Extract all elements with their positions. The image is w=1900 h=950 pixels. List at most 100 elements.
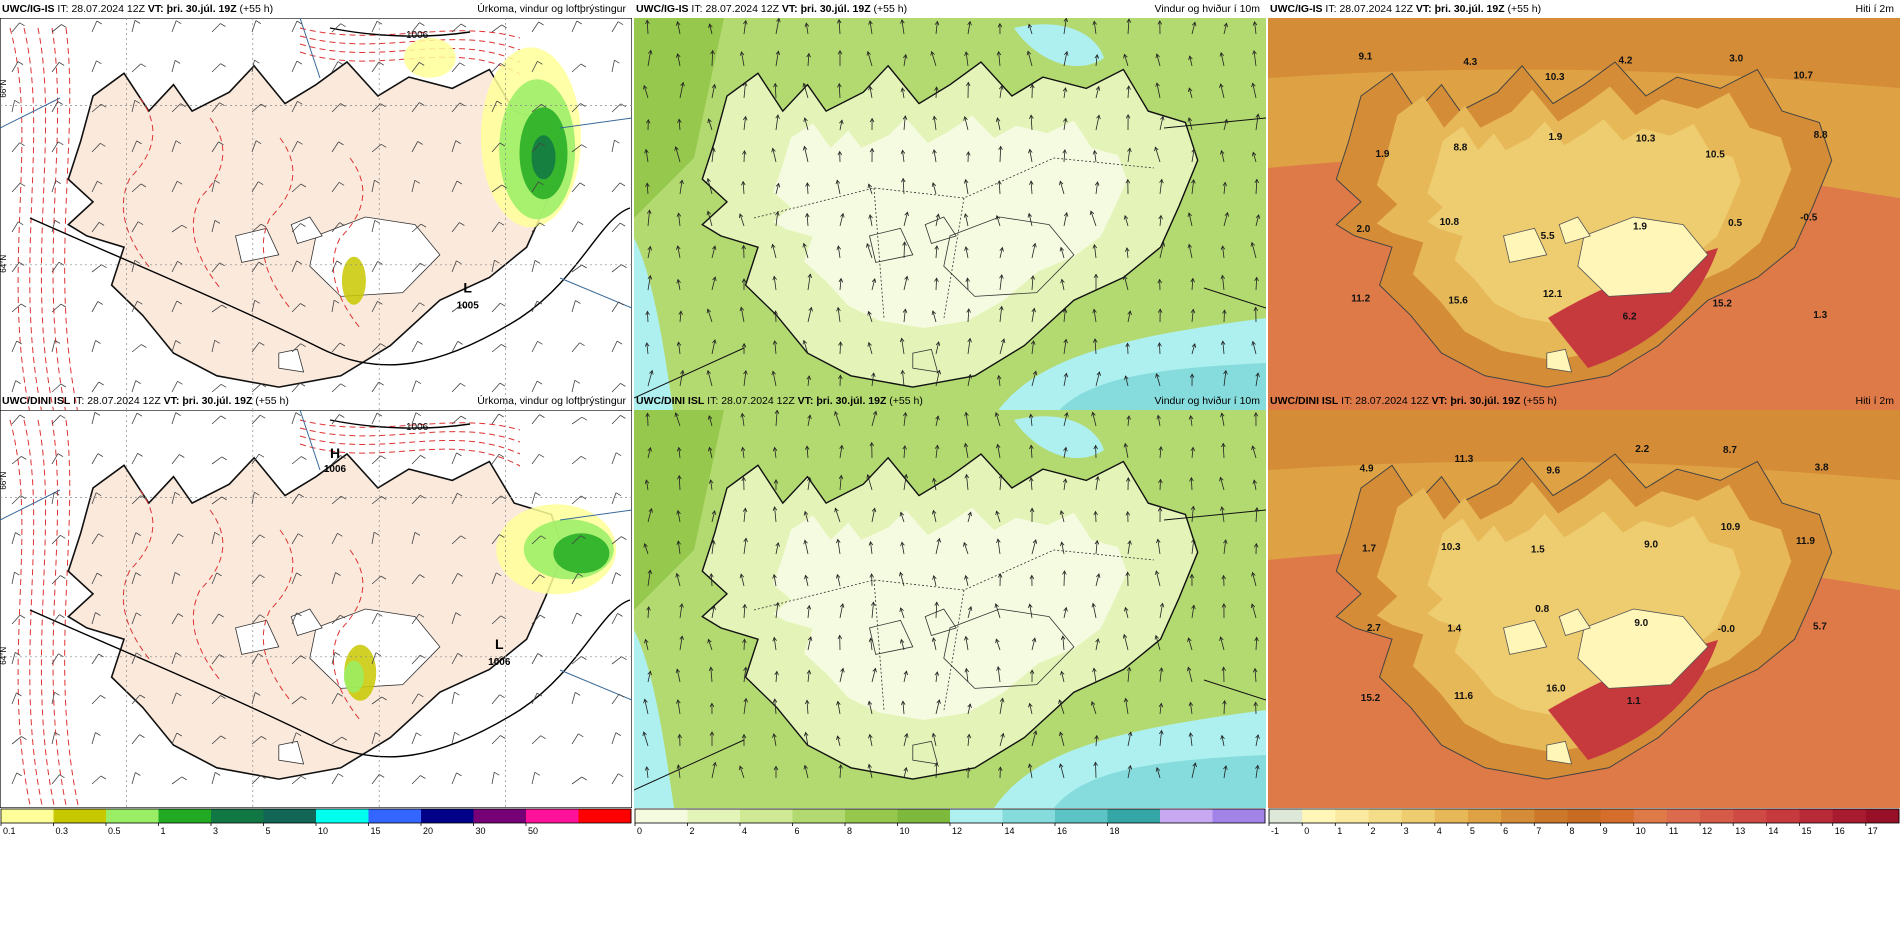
wind-arrow xyxy=(647,570,651,587)
wind-barb-flag xyxy=(220,63,226,67)
wind-arrow xyxy=(1188,637,1193,651)
wind-barb-flag xyxy=(454,731,460,736)
wind-barb-flag xyxy=(139,734,145,738)
wind-barb-flag xyxy=(58,141,64,146)
wind-barb-flag xyxy=(501,344,507,348)
wind-arrowhead xyxy=(771,147,776,153)
colorbar-segment xyxy=(1055,809,1108,823)
wind-arrowhead xyxy=(967,511,972,517)
wind-arrowhead xyxy=(804,699,810,705)
wind-arrow xyxy=(1188,87,1193,99)
wind-arrow xyxy=(739,766,745,779)
wind-arrowhead xyxy=(646,606,651,611)
wind-arrow xyxy=(965,179,969,195)
wind-barb-flag xyxy=(98,653,104,658)
wind-barb xyxy=(291,456,302,465)
wind-barb-flag xyxy=(96,60,102,65)
wind-barb xyxy=(451,23,462,33)
wind-arrowhead xyxy=(773,765,779,771)
wind-barb xyxy=(371,103,381,113)
wind-barb-flag xyxy=(300,343,306,348)
wind-arrowhead xyxy=(1060,635,1066,640)
wind-arrow xyxy=(1191,506,1194,523)
wind-barb xyxy=(531,181,539,193)
wind-barb-flag xyxy=(174,491,181,496)
wind-barb-flag xyxy=(214,339,220,344)
wind-barb-flag xyxy=(134,99,141,104)
wind-arrowhead xyxy=(838,277,844,283)
wind-barb-flag xyxy=(176,180,183,185)
wind-arrow xyxy=(1030,414,1033,427)
glacier xyxy=(278,348,305,373)
wind-arrowhead xyxy=(771,370,776,376)
wind-arrowhead xyxy=(1223,539,1228,544)
wind-barb-flag xyxy=(457,492,463,497)
wind-arrowhead xyxy=(872,410,878,416)
wind-barb xyxy=(411,141,419,153)
wind-arrowhead xyxy=(837,82,842,88)
wind-arrowhead xyxy=(646,209,652,215)
glacier xyxy=(290,608,323,636)
init-label: IT: xyxy=(707,395,719,407)
wind-barb-flag xyxy=(415,412,422,417)
wind-arrowhead xyxy=(902,53,908,59)
wind-arrowhead xyxy=(1062,478,1068,483)
wind-arrow xyxy=(1125,607,1129,619)
wind-barb xyxy=(451,612,457,625)
wind-barb xyxy=(131,532,137,545)
wind-arrow xyxy=(646,480,649,491)
wind-barb xyxy=(11,495,21,505)
wind-barb-flag xyxy=(615,452,622,457)
wind-barb-flag xyxy=(259,534,265,539)
wind-barb xyxy=(611,301,619,313)
wind-arrow xyxy=(1063,570,1065,587)
colorbar-label: 18 xyxy=(1110,826,1120,836)
wind-arrowhead xyxy=(836,245,842,251)
valid-label: VT: xyxy=(147,3,164,15)
wind-arrow xyxy=(903,474,907,491)
wind-arrowhead xyxy=(1189,573,1195,579)
wind-arrowhead xyxy=(1191,148,1196,153)
wind-barb xyxy=(611,693,620,705)
wind-barb-flag xyxy=(414,532,421,536)
panel-header: UWC/DINI ISL IT: 28.07.2024 12Z VT: þri.… xyxy=(0,392,632,410)
wind-arrowhead xyxy=(1094,181,1100,186)
low-pressure-value: 1005 xyxy=(457,301,480,312)
wind-arrowhead xyxy=(805,445,810,450)
temperature-label: 10.9 xyxy=(1721,522,1741,533)
wind-arrowhead xyxy=(900,700,906,706)
wind-arrowhead xyxy=(1030,340,1036,345)
run-info: UWC/IG-IS IT: 28.07.2024 12Z VT: þri. 30… xyxy=(636,0,907,18)
wind-barb xyxy=(291,412,297,425)
wind-arrowhead xyxy=(1220,149,1225,155)
wind-arrowhead xyxy=(775,114,780,119)
wind-arrowhead xyxy=(1096,371,1101,376)
wind-barb xyxy=(571,144,582,153)
wind-barb-flag xyxy=(258,261,265,266)
temperature-label: 15.6 xyxy=(1448,296,1468,307)
wind-arrow xyxy=(995,412,1001,427)
run-info: UWC/IG-IS IT: 28.07.2024 12Z VT: þri. 30… xyxy=(1270,0,1541,18)
wind-arrowhead xyxy=(738,213,744,219)
wind-arrowhead xyxy=(803,764,808,770)
wind-arrowhead xyxy=(647,569,653,575)
colorbar-label: 4 xyxy=(1437,826,1442,836)
wind-arrow xyxy=(743,667,747,683)
wind-arrowhead xyxy=(1124,606,1129,612)
init-time: 28.07.2024 12Z xyxy=(1339,3,1413,15)
wind-arrowhead xyxy=(869,117,875,123)
wind-arrowhead xyxy=(867,763,872,769)
wind-barb xyxy=(411,532,416,545)
wind-barb-flag xyxy=(419,102,425,106)
wind-arrowhead xyxy=(999,246,1004,252)
colorbar-label: 15 xyxy=(371,826,381,836)
wind-barb xyxy=(491,63,501,73)
wind-arrow xyxy=(935,445,938,459)
wind-barb-flag xyxy=(380,455,387,460)
wind-barb xyxy=(491,100,498,113)
wind-arrow xyxy=(775,602,779,619)
wind-arrow xyxy=(1220,52,1225,67)
wind-arrowhead xyxy=(1188,701,1194,707)
wind-arrowhead xyxy=(647,274,653,280)
wind-arrowhead xyxy=(1063,211,1069,217)
